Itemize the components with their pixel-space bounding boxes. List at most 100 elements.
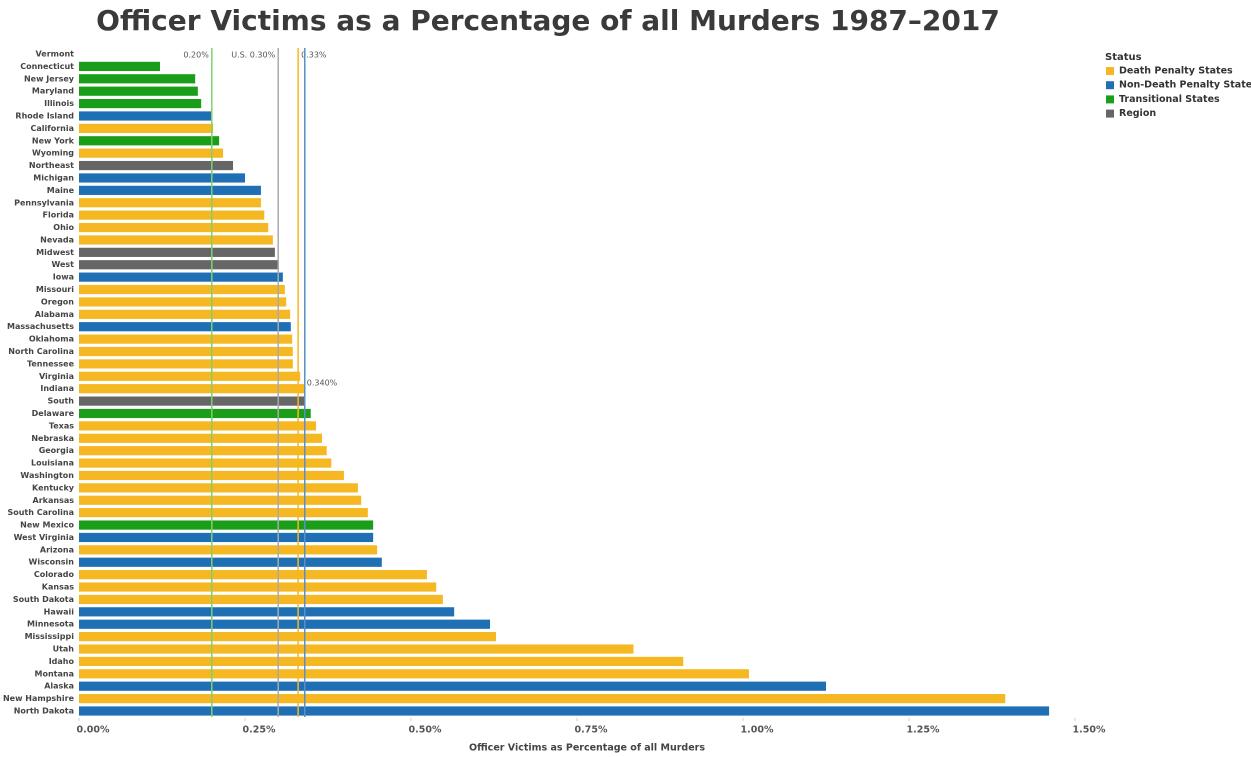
chart-title: Officer Victims as a Percentage of all M… (96, 4, 1000, 37)
x-tick-label: 0.00% (77, 725, 110, 736)
y-tick-label: Texas (49, 421, 74, 430)
bar (79, 359, 293, 369)
x-tick-label: 1.50% (1073, 725, 1106, 736)
y-tick-label: Florida (42, 211, 74, 220)
bar (79, 61, 161, 71)
legend-swatch (1106, 81, 1114, 90)
bar (79, 198, 261, 208)
y-tick-label: Indiana (40, 384, 74, 393)
bar (79, 235, 273, 245)
bar (79, 309, 291, 319)
bar (79, 532, 374, 543)
reference-label: U.S. 0.30% (231, 51, 275, 60)
x-axis-title: Officer Victims as Percentage of all Mur… (469, 743, 705, 754)
bar (79, 508, 368, 518)
legend-swatch (1106, 95, 1114, 104)
y-tick-label: Maryland (32, 87, 74, 96)
bar (79, 694, 1006, 704)
x-tick-label: 0.50% (409, 725, 442, 736)
bar (79, 681, 826, 691)
bar (79, 346, 293, 357)
y-tick-label: Vermont (36, 50, 75, 59)
legend-label: Transitional States (1119, 94, 1220, 105)
y-tick-label: Nebraska (31, 434, 74, 443)
y-tick-label: Connecticut (20, 62, 74, 71)
bar (79, 421, 317, 431)
y-tick-label: North Carolina (8, 347, 74, 356)
y-tick-label: North Dakota (14, 707, 74, 716)
bar (79, 446, 327, 456)
bar (79, 433, 323, 443)
bar (79, 495, 362, 505)
bar (79, 185, 261, 195)
y-tick-label: Missouri (36, 285, 74, 294)
bar (79, 334, 293, 344)
y-tick-label: Georgia (39, 446, 74, 455)
bar (79, 371, 301, 381)
y-tick-label: Mississippi (25, 632, 75, 641)
y-tick-label: South Dakota (13, 595, 74, 604)
y-tick-label: Iowa (53, 273, 74, 282)
bar (79, 557, 382, 567)
legend-swatch (1106, 109, 1114, 118)
bar (79, 483, 358, 493)
bar (79, 706, 1050, 716)
y-tick-label: Arkansas (33, 496, 75, 505)
bar (79, 210, 265, 220)
y-tick-label: Kentucky (32, 483, 75, 492)
y-tick-label: New Mexico (20, 521, 74, 530)
bar (79, 594, 443, 605)
y-tick-label: Virginia (39, 372, 74, 381)
y-tick-label: Nevada (40, 235, 74, 244)
y-tick-label: Utah (53, 645, 75, 654)
y-tick-label: Idaho (49, 657, 75, 666)
y-tick-label: Oregon (41, 297, 74, 306)
bar (79, 297, 287, 307)
bar (79, 545, 378, 555)
y-tick-label: Hawaii (44, 607, 75, 616)
bar (79, 644, 634, 654)
y-tick-label: New York (32, 136, 75, 145)
y-tick-label: Wyoming (32, 149, 74, 158)
bar (79, 272, 283, 282)
x-tick-label: 0.25% (243, 725, 276, 736)
bar (79, 396, 305, 406)
y-tick-label: Massachusetts (7, 322, 74, 331)
bar (79, 74, 196, 84)
bar (79, 111, 212, 121)
y-tick-label: Louisiana (31, 459, 74, 468)
y-tick-label: West Virginia (14, 533, 74, 542)
y-tick-label: New Hampshire (3, 694, 75, 703)
y-tick-label: Alaska (44, 682, 74, 691)
y-tick-label: Arizona (40, 545, 74, 554)
legend-label: Region (1119, 108, 1156, 119)
y-tick-label: South Carolina (7, 508, 74, 517)
y-tick-label: Washington (20, 471, 74, 480)
y-tick-label: Colorado (34, 570, 75, 579)
y-tick-label: Northeast (29, 161, 74, 170)
bar (79, 148, 224, 158)
bar (79, 582, 437, 592)
y-tick-label: California (30, 124, 74, 133)
bar (79, 632, 496, 642)
x-tick-label: 1.00% (741, 725, 774, 736)
y-tick-label: Alabama (35, 310, 74, 319)
bar (79, 86, 198, 96)
y-tick-label: Maine (47, 186, 75, 195)
y-tick-label: Wisconsin (29, 558, 75, 567)
bar (79, 669, 749, 679)
y-tick-label: Tennessee (27, 359, 75, 368)
bar (79, 520, 374, 530)
reference-label: 0.33% (301, 51, 327, 60)
bar (79, 247, 275, 257)
y-tick-label: West (51, 260, 74, 269)
y-tick-label: Pennsylvania (14, 198, 74, 207)
bar (79, 619, 491, 629)
reference-label: 0.340% (307, 379, 338, 388)
y-tick-label: Delaware (32, 409, 75, 418)
bar (79, 284, 285, 295)
y-tick-label: Ohio (53, 223, 74, 232)
reference-label: 0.20% (183, 51, 209, 60)
y-tick-label: Minnesota (27, 620, 74, 629)
